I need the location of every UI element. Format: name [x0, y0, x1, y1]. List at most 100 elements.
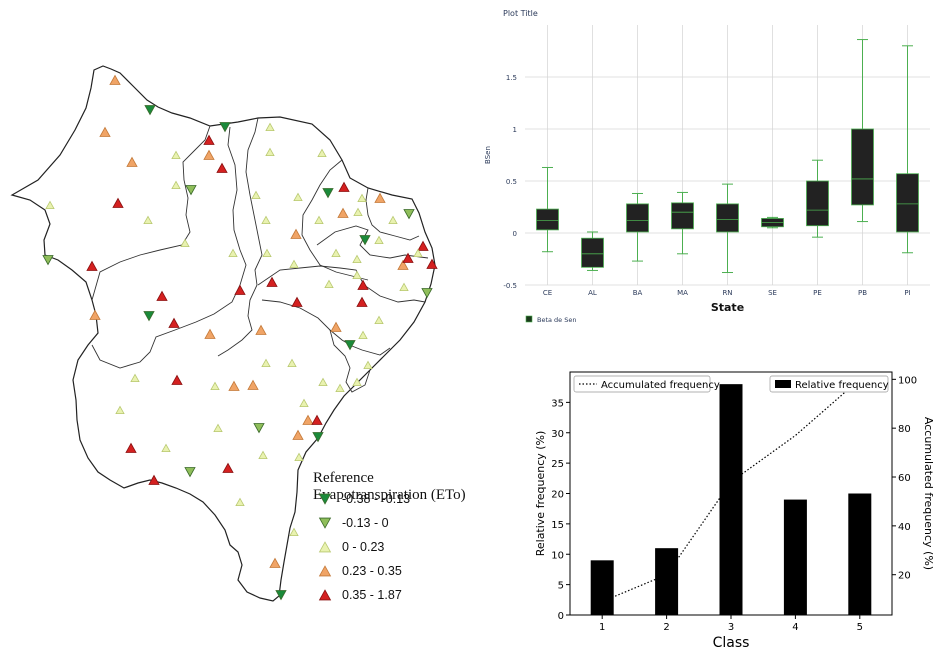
state-borders [91, 117, 429, 393]
box-iqr [716, 203, 739, 233]
station-marker-class-5 [338, 181, 350, 192]
legend-marker [318, 589, 332, 601]
station-marker-class-4 [290, 228, 302, 239]
x-tick-label: BA [633, 289, 643, 297]
y-tick-label: 0 [558, 611, 564, 622]
station-marker-class-2 [421, 288, 433, 299]
bar-class-4 [783, 499, 807, 615]
box-PE [806, 159, 829, 238]
station-marker-class-3 [143, 215, 153, 224]
boxplot-chart: -0.5 0 0.5 1 1.5 BSen CE AL BA MA RN SE PE PB PI State B… [470, 0, 937, 335]
box-AL [581, 231, 604, 271]
station-marker-class-5 [402, 252, 414, 263]
x-tick-label: SE [768, 289, 777, 297]
station-marker-class-3 [115, 405, 125, 414]
station-marker-class-4 [203, 149, 215, 160]
station-marker-class-4 [99, 126, 111, 137]
legend-label: 0.23 - 0.35 [342, 564, 402, 578]
station-marker-class-3 [161, 443, 171, 452]
station-marker-class-1 [312, 432, 324, 443]
bar-class-5 [848, 493, 872, 615]
station-marker-class-5 [266, 276, 278, 287]
y2-tick-label: 80 [898, 424, 911, 435]
bar-class-1 [590, 560, 614, 615]
x-tick-label: AL [588, 289, 597, 297]
map-canvas [10, 65, 438, 602]
station-marker-class-1 [144, 105, 156, 116]
station-marker-class-5 [222, 462, 234, 473]
accumulated-frequency-line [601, 378, 861, 603]
y2-tick-label: 60 [898, 473, 911, 484]
station-marker-class-5 [148, 474, 160, 485]
legend-label: 0 - 0.23 [342, 540, 385, 554]
station-marker-class-3 [293, 192, 303, 201]
station-marker-class-4 [247, 379, 259, 390]
station-marker-class-3 [317, 148, 327, 157]
station-marker-class-1 [275, 590, 287, 601]
x-tick-label: CE [543, 289, 552, 297]
legend-label: Relative frequency [795, 380, 889, 391]
station-marker-class-3 [324, 279, 334, 288]
station-marker-class-3 [213, 423, 223, 432]
box-MA [671, 191, 694, 255]
box-PI [896, 45, 919, 254]
y-tick-label: 25 [551, 459, 564, 470]
box-iqr [806, 180, 829, 227]
station-marker-class-5 [234, 284, 246, 295]
station-marker-class-3 [262, 248, 272, 257]
y-tick-label: 15 [551, 520, 564, 531]
x-tick-label: 5 [857, 622, 863, 633]
y-tick-label: 0 [513, 230, 517, 238]
station-marker-class-3 [299, 398, 309, 407]
legend-marker [318, 493, 332, 505]
station-marker-class-3 [352, 377, 362, 386]
x-tick-label: 3 [728, 622, 734, 633]
station-marker-class-1 [318, 493, 332, 505]
station-marker-class-3 [413, 248, 423, 257]
station-marker-class-1 [322, 188, 334, 199]
station-marker-class-4 [89, 309, 101, 320]
station-marker-class-5 [318, 589, 332, 601]
station-marker-class-5 [156, 290, 168, 301]
x-tick-label: 4 [792, 622, 798, 633]
station-marker-class-3 [130, 373, 140, 382]
bar-class-2 [655, 548, 679, 615]
y-tick-label: -0.5 [503, 282, 517, 290]
station-marker-class-3 [171, 150, 181, 159]
box-iqr [536, 208, 559, 231]
station-marker-class-3 [294, 452, 304, 461]
x-tick-label: RN [722, 289, 732, 297]
y-tick-label: 1 [513, 126, 517, 134]
box-SE [761, 216, 784, 229]
boxplot-title: Plot Title [503, 9, 538, 18]
x-tick-label: MA [677, 289, 688, 297]
station-marker-class-4 [397, 259, 409, 270]
station-marker-class-5 [168, 317, 180, 328]
legend-label: 0.35 - 1.87 [342, 588, 402, 602]
y-tick-label: 20 [551, 490, 564, 501]
box-BA [626, 192, 649, 262]
bar-class-3 [719, 384, 743, 615]
y-tick-label: 10 [551, 550, 564, 561]
box-RN [716, 183, 739, 274]
station-marker-class-5 [357, 279, 369, 290]
legend-label: -0.13 - 0 [342, 516, 389, 530]
y-tick-label: 30 [551, 429, 564, 440]
station-marker-class-3 [210, 381, 220, 390]
legend-box [573, 375, 711, 393]
station-marker-class-3 [287, 358, 297, 367]
station-marker-class-3 [265, 122, 275, 131]
y2-axis-label: Accumulated frequency (%) [922, 417, 935, 570]
station-marker-class-3 [352, 254, 362, 263]
station-marker-class-5 [417, 240, 429, 251]
box-iqr [581, 237, 604, 268]
station-marker-class-2 [42, 255, 54, 266]
legend-bar-swatch [775, 380, 791, 388]
station-marker-class-3 [363, 360, 373, 369]
station-marker-class-5 [426, 258, 438, 269]
station-marker-class-2 [403, 209, 415, 220]
station-marker-class-1 [143, 311, 155, 322]
x-tick-label: PE [813, 289, 822, 297]
legend-accumulated: Accumulated frequency [573, 375, 720, 393]
station-marker-class-5 [86, 260, 98, 271]
